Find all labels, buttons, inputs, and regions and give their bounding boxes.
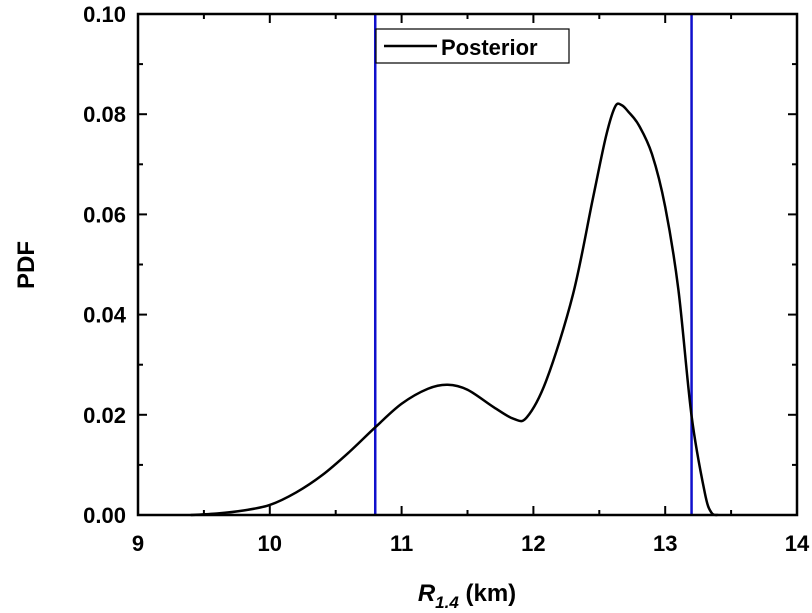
y-tick-label: 0.10 (83, 2, 126, 27)
y-tick-label: 0.08 (83, 102, 126, 127)
y-tick-labels: 0.00 0.02 0.04 0.06 0.08 0.10 (83, 2, 127, 528)
x-axis-title-main: R (418, 580, 436, 607)
x-tick-label: 13 (653, 531, 677, 556)
vertical-reference-lines (373, 14, 693, 515)
x-tick-label: 9 (132, 531, 144, 556)
legend: Posterior (375, 28, 570, 64)
x-tick-label: 14 (785, 531, 810, 556)
x-tick-label: 10 (258, 531, 282, 556)
y-axis-title: PDF (13, 241, 40, 289)
x-axis-title-subscript: 1.4 (435, 593, 459, 612)
y-tick-label: 0.06 (83, 202, 126, 227)
x-tick-label: 11 (390, 531, 413, 556)
x-axis-title: R1.4 (km) (418, 580, 516, 612)
y-tick-label: 0.02 (83, 403, 126, 428)
plot-frame (136, 12, 799, 517)
series-group (190, 102, 719, 517)
x-tick-label: 12 (521, 531, 545, 556)
y-tick-marks (138, 13, 797, 516)
x-tick-labels: 9 10 11 12 13 14 (132, 531, 810, 556)
series-line-posterior (190, 102, 719, 517)
y-tick-label: 0.04 (83, 303, 127, 328)
legend-label-posterior: Posterior (441, 35, 538, 60)
x-axis-title-unit: (km) (459, 580, 516, 607)
y-tick-label: 0.00 (83, 503, 126, 528)
x-tick-marks (137, 14, 798, 515)
